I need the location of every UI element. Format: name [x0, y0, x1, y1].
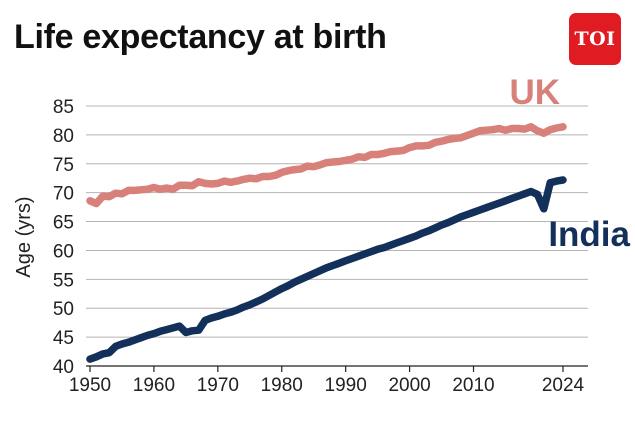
- chart-title: Life expectancy at birth: [14, 18, 387, 56]
- y-tick-70: 70: [53, 184, 74, 205]
- gridlines: [86, 105, 588, 338]
- series-line-india: [86, 176, 567, 363]
- logo-text: TOI: [574, 28, 616, 50]
- y-tick-45: 45: [53, 328, 74, 349]
- toi-logo: TOI: [569, 13, 621, 65]
- x-tick-1970: 1970: [197, 375, 239, 396]
- x-tick-1990: 1990: [325, 375, 367, 396]
- x-tick-1950: 1950: [69, 375, 111, 396]
- x-tick-2024: 2024: [542, 375, 585, 396]
- series-label-india: India: [548, 215, 630, 254]
- y-tick-55: 55: [53, 270, 74, 291]
- y-tick-40: 40: [53, 357, 74, 378]
- series-labels: UK India: [509, 73, 630, 254]
- y-tick-60: 60: [53, 241, 74, 262]
- x-axis-ticks: 1950 1960 1970 1980 1990 2000 2010 2024: [69, 366, 585, 396]
- y-axis-label: Age (yrs): [13, 196, 35, 277]
- x-tick-2000: 2000: [388, 375, 430, 396]
- y-tick-80: 80: [53, 126, 74, 147]
- x-tick-1960: 1960: [133, 375, 175, 396]
- series-line-uk: [86, 123, 567, 208]
- series-label-uk: UK: [509, 73, 560, 112]
- y-tick-85: 85: [53, 97, 74, 118]
- y-tick-50: 50: [53, 299, 74, 320]
- y-tick-75: 75: [53, 155, 74, 176]
- x-tick-2010: 2010: [452, 375, 494, 396]
- series-lines: [86, 123, 567, 363]
- x-tick-1980: 1980: [261, 375, 303, 396]
- y-axis-ticks: 40 45 50 55 60 65 70 75 80 85: [53, 97, 74, 378]
- y-tick-65: 65: [53, 213, 74, 234]
